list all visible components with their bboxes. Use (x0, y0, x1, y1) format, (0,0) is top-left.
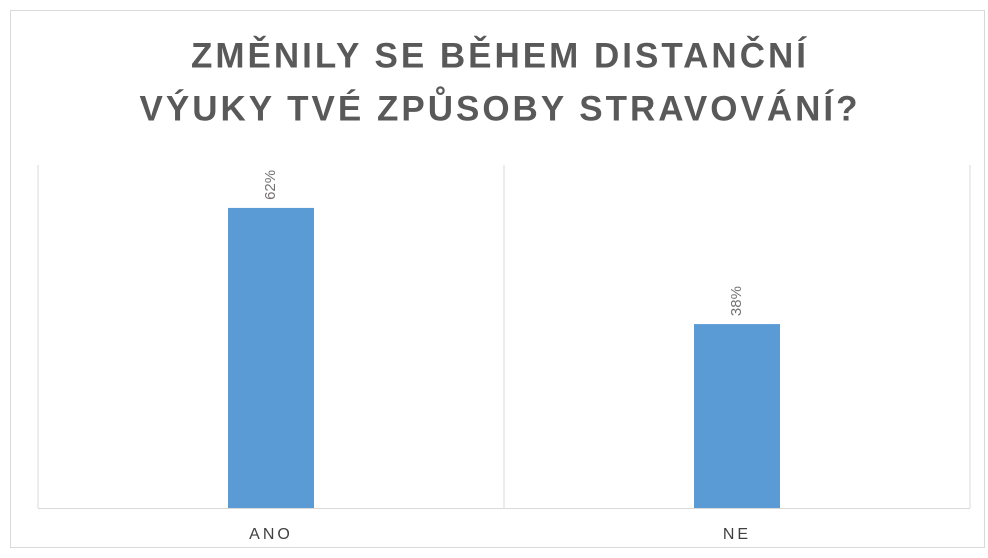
data-label: 38% (728, 286, 745, 316)
bar (228, 207, 314, 509)
x-tick-label: ANO (249, 526, 293, 543)
bar (694, 324, 780, 508)
chart-frame (10, 10, 985, 548)
chart-title: VÝUKY TVÉ ZPŮSOBY STRAVOVÁNÍ? (140, 85, 861, 128)
chart-title: ZMĚNILY SE BĚHEM DISTANČNÍ (191, 35, 809, 75)
x-tick-label: NE (723, 526, 751, 543)
data-label: 62% (262, 170, 279, 200)
